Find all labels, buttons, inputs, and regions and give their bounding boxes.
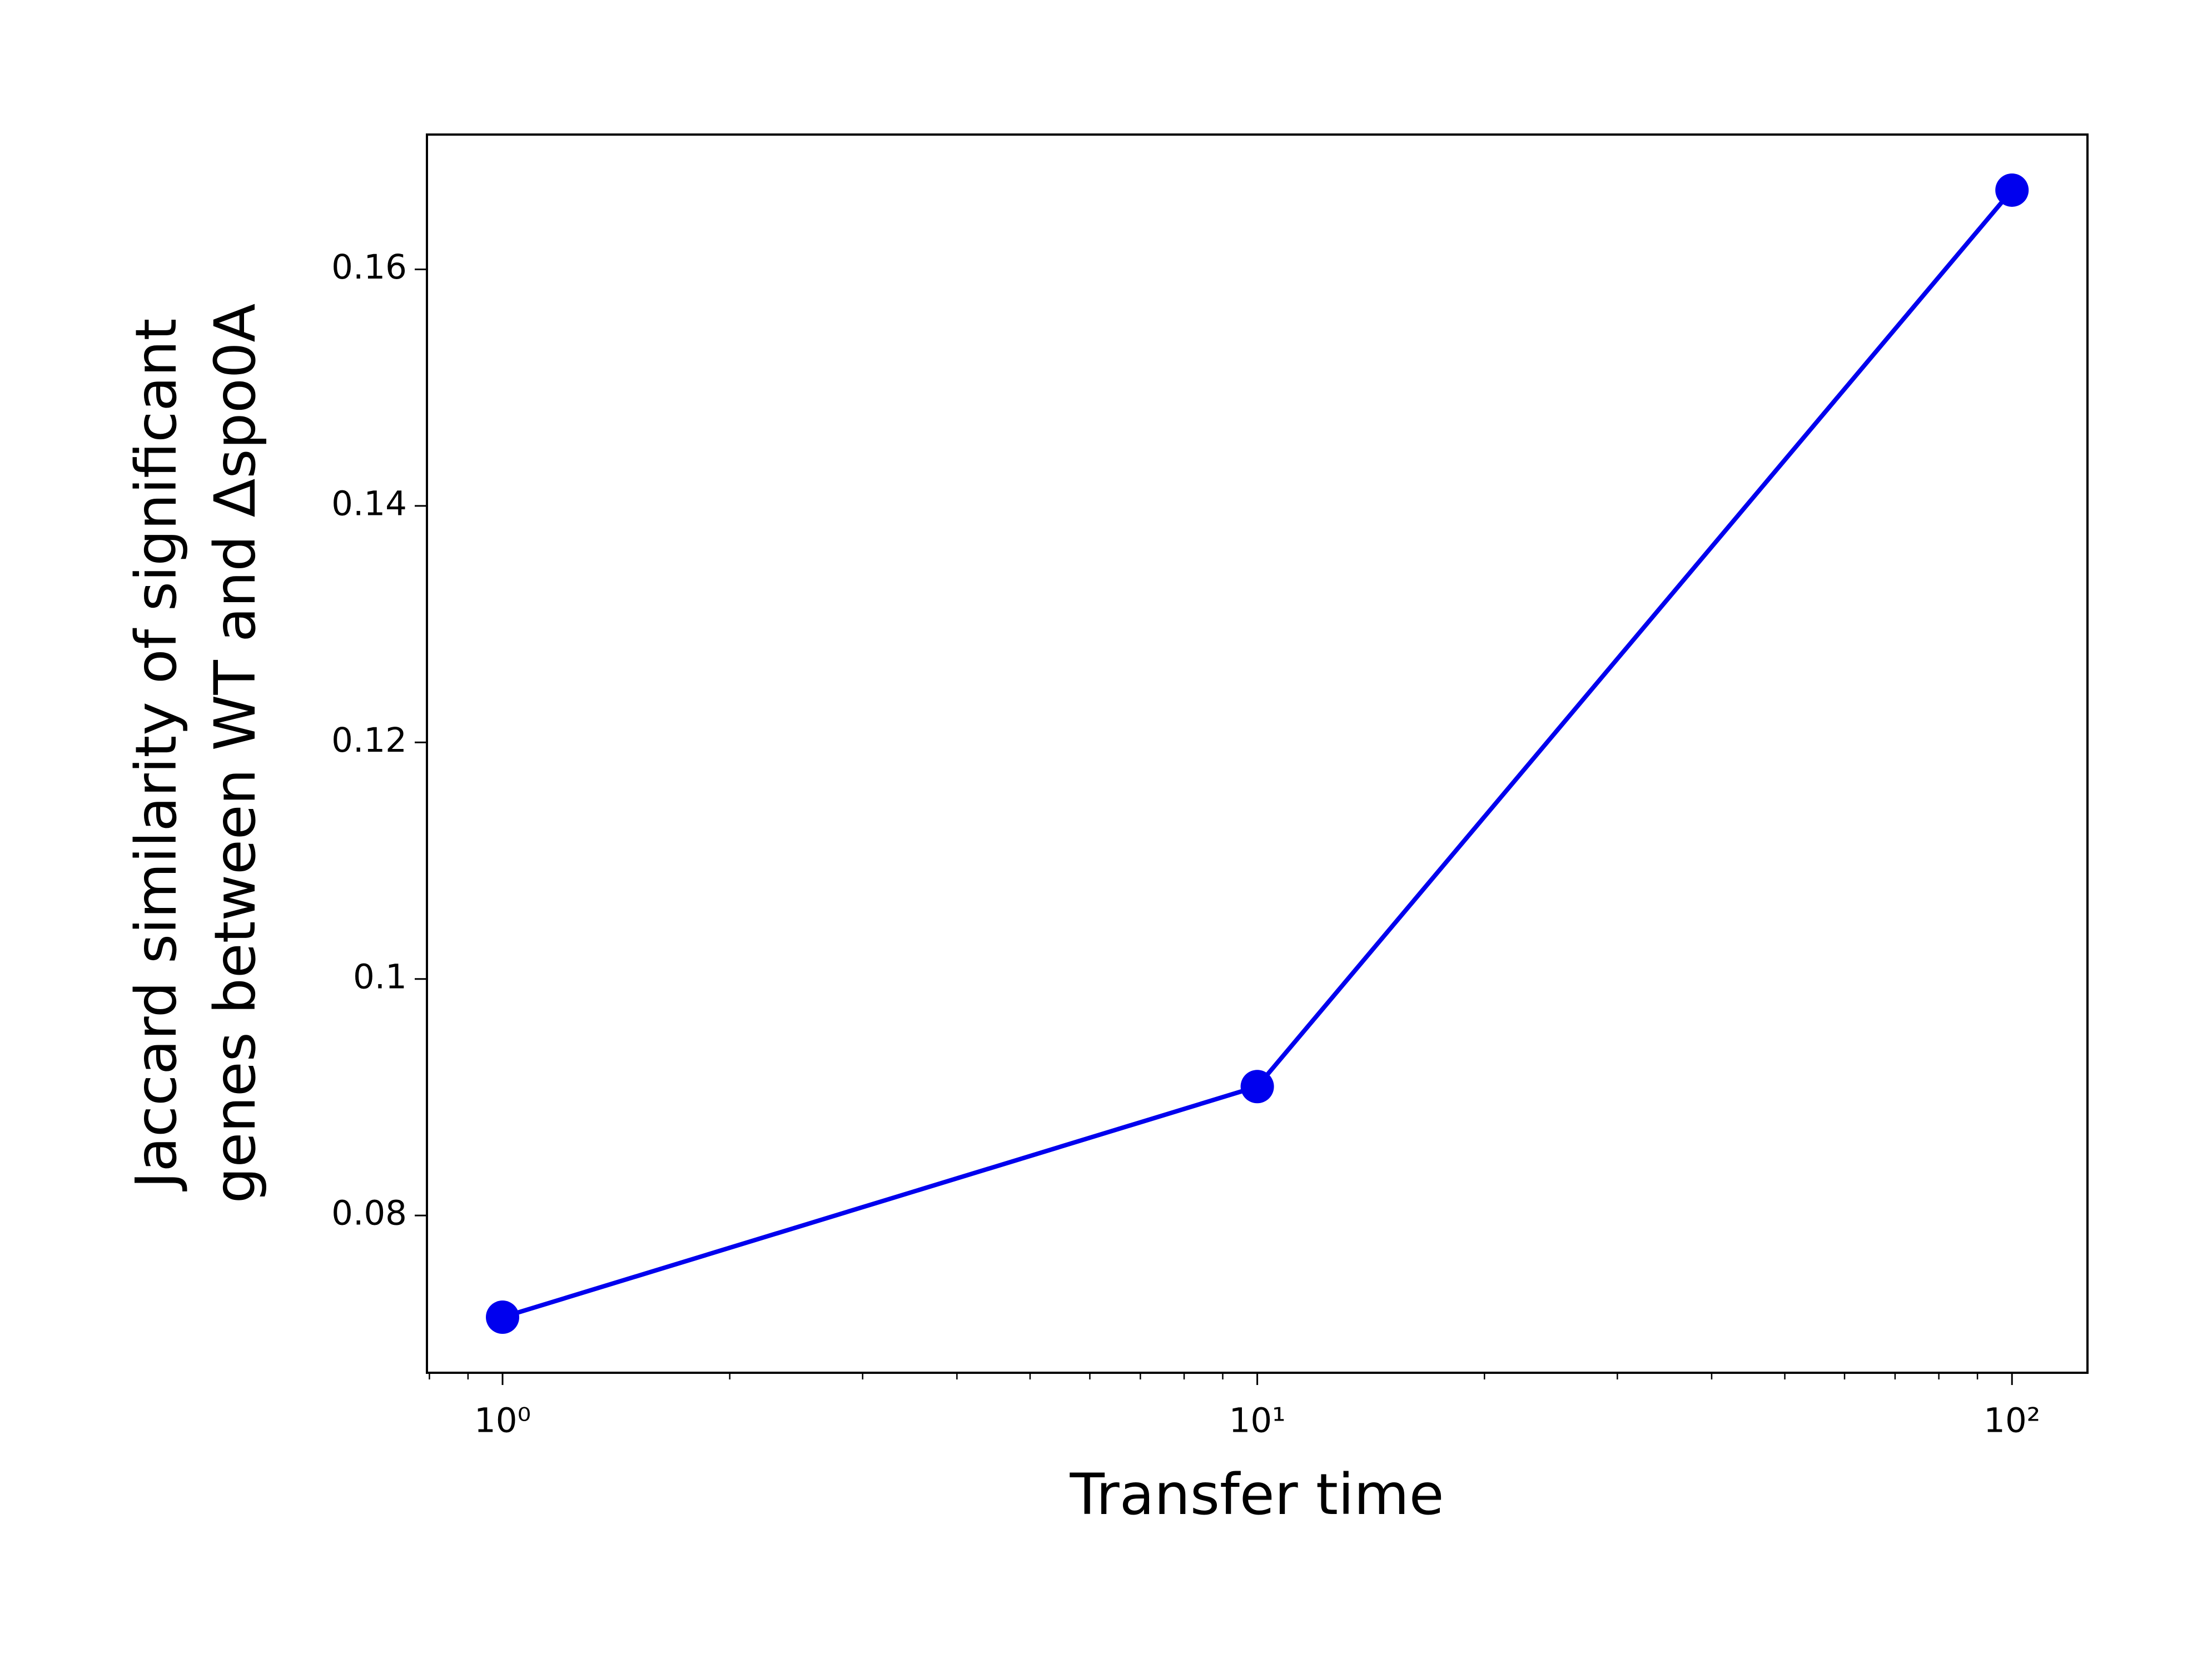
x-tick-label: 10¹ xyxy=(1229,1401,1286,1441)
marker xyxy=(1240,1070,1274,1104)
y-tick-label: 0.08 xyxy=(331,1194,407,1233)
marker xyxy=(486,1300,520,1334)
y-axis-label-group: genes between WT and Δspo0A xyxy=(202,304,269,1204)
x-tick-label: 10⁰ xyxy=(474,1401,531,1441)
y-tick-label: 0.12 xyxy=(331,721,407,760)
marker xyxy=(1995,173,2029,207)
y-tick-label: 0.1 xyxy=(353,957,407,996)
x-tick-label: 10² xyxy=(1984,1401,2040,1441)
y-axis-label: Jaccard similarity of significant xyxy=(123,318,190,1192)
y-tick-label: 0.16 xyxy=(331,247,407,287)
x-axis-label: Transfer time xyxy=(1069,1462,1444,1528)
plot-frame xyxy=(426,133,2089,1374)
y-axis-label: genes between WT and Δspo0A xyxy=(202,304,269,1204)
y-axis-label-group: Jaccard similarity of significant xyxy=(123,318,190,1192)
y-tick-label: 0.14 xyxy=(331,484,407,523)
